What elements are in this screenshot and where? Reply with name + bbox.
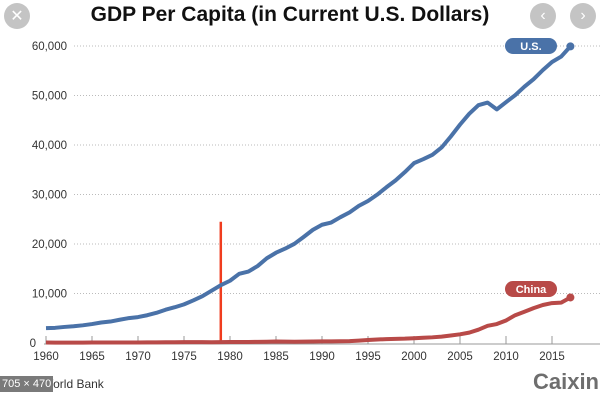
series-end-point [566, 42, 575, 51]
y-tick-label: 10,000 [32, 289, 67, 301]
x-tick-label: 1985 [263, 351, 289, 363]
y-tick-label: 0 [30, 338, 36, 350]
series-end-point [566, 293, 575, 302]
x-tick-label: 2015 [539, 351, 565, 363]
image-dimensions-badge: 705 × 470 [0, 376, 54, 392]
chevron-left-icon[interactable]: ‹ [530, 3, 556, 29]
y-tick-label: 20,000 [32, 239, 67, 251]
x-tick-label: 1960 [33, 351, 59, 363]
y-tick-label: 40,000 [32, 140, 67, 152]
series-label: U.S. [520, 41, 541, 53]
y-tick-label: 30,000 [32, 190, 67, 202]
x-tick-label: 1990 [309, 351, 335, 363]
chart-title: GDP Per Capita (in Current U.S. Dollars) [91, 3, 490, 26]
caixin-logo: Caixin [532, 369, 599, 394]
close-icon[interactable]: ✕ [4, 3, 30, 29]
x-tick-label: 2005 [447, 351, 473, 363]
series-label-pill [505, 281, 557, 297]
series-line-china [45, 295, 572, 345]
series-label: China [516, 284, 547, 296]
x-tick-label: 1980 [217, 351, 243, 363]
series-label-pill [505, 38, 557, 54]
x-tick-label: 1995 [355, 351, 381, 363]
y-tick-label: 50,000 [32, 91, 67, 103]
x-tick-label: 1970 [125, 351, 151, 363]
x-tick-label: 2010 [493, 351, 519, 363]
x-tick-label: 2000 [401, 351, 427, 363]
series-line-us [45, 45, 572, 331]
y-tick-label: 60,000 [32, 41, 67, 53]
x-tick-label: 1965 [79, 351, 105, 363]
source-text: World Bank [42, 377, 104, 391]
x-tick-label: 1975 [171, 351, 197, 363]
chevron-right-icon[interactable]: › [570, 3, 596, 29]
